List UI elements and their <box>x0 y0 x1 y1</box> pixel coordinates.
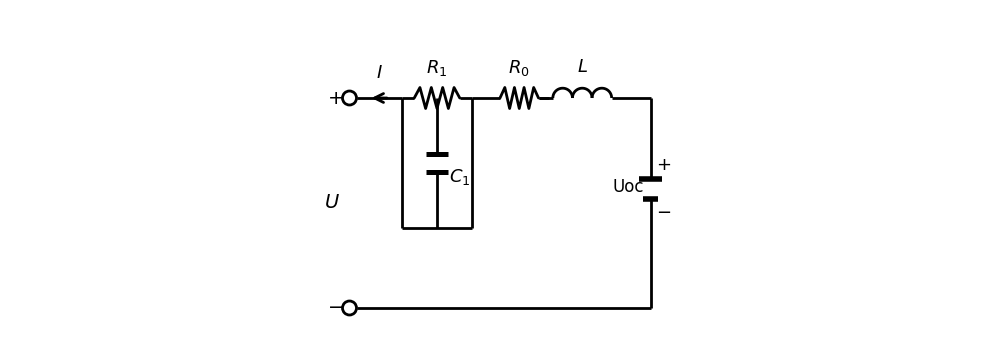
Text: $R_0$: $R_0$ <box>508 58 530 78</box>
Text: +: + <box>656 156 671 174</box>
Text: $R_1$: $R_1$ <box>426 58 448 78</box>
Text: U: U <box>325 194 339 212</box>
Text: $I$: $I$ <box>376 64 383 83</box>
Text: Uoc: Uoc <box>612 178 644 196</box>
Text: +: + <box>328 89 344 107</box>
Text: −: − <box>328 299 344 317</box>
Text: $L$: $L$ <box>577 57 588 76</box>
Text: −: − <box>656 204 671 222</box>
Text: $C_1$: $C_1$ <box>449 167 470 187</box>
